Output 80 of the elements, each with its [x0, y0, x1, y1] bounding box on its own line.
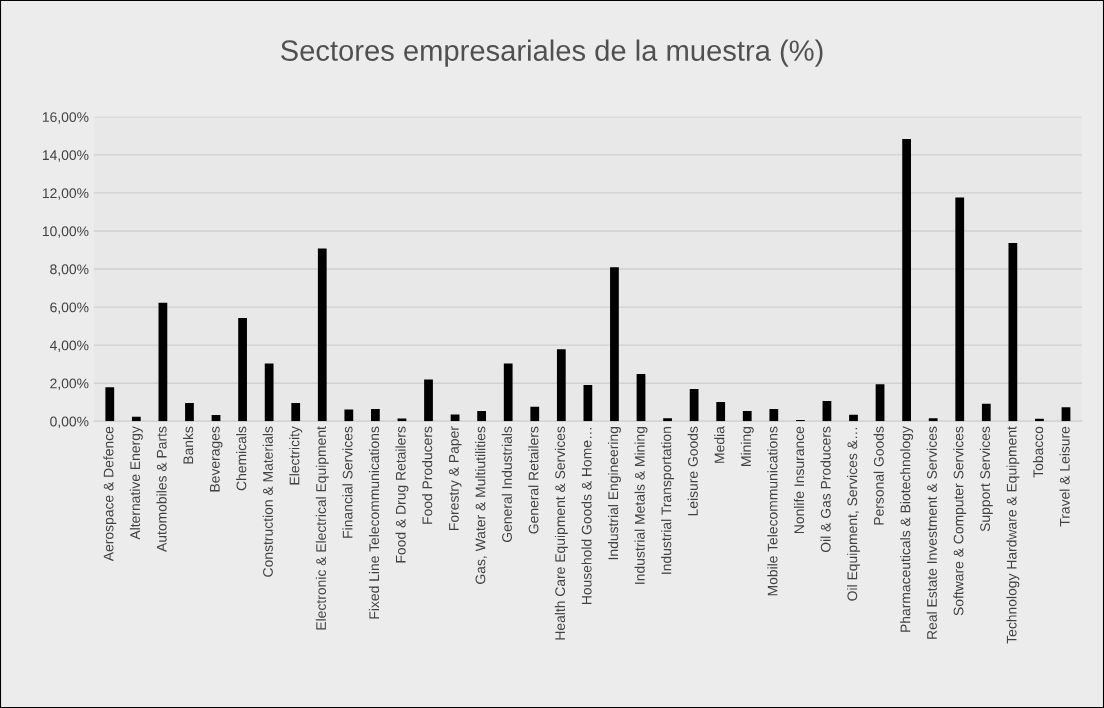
bar — [636, 374, 646, 422]
x-tick-label: Electronic & Electrical Equipment — [315, 426, 329, 630]
bar — [663, 418, 672, 422]
bar — [291, 402, 301, 422]
x-tick-label: Aerospace & Defence — [103, 426, 117, 562]
bar — [742, 410, 752, 422]
bar — [185, 402, 194, 422]
bar — [530, 406, 540, 422]
bar — [344, 409, 354, 422]
x-tick-label: Software & Computer Services — [953, 426, 967, 616]
x-tick-label: Food & Drug Retailers — [395, 426, 409, 563]
x-tick-label: Oil Equipment, Services &… — [847, 428, 860, 601]
y-tick-label: 16,00% — [42, 112, 89, 124]
x-tick-label: Personal Goods — [873, 426, 884, 525]
x-tick-label: Financial Services — [342, 426, 353, 538]
bar — [610, 267, 619, 422]
y-tick-label: 10,00% — [42, 226, 89, 238]
x-tick-label: Forestry & Paper — [449, 426, 462, 530]
x-tick-label: Nonlife Insurance — [793, 426, 805, 534]
x-tick-label: Household Goods & Home… — [581, 428, 592, 605]
x-tick-label: General Retailers — [528, 426, 539, 534]
x-tick-label: Support Services — [979, 426, 993, 532]
y-tick-label: 2,00% — [50, 378, 89, 391]
bar — [583, 385, 593, 422]
x-tick-label: Leisure Goods — [687, 426, 698, 516]
bar — [849, 414, 858, 422]
bar — [875, 384, 885, 422]
y-tick-label: 0,00% — [50, 416, 89, 429]
x-tick-label: Banks — [182, 426, 194, 464]
bar — [264, 363, 274, 422]
bar — [689, 388, 699, 422]
bar — [556, 349, 566, 422]
x-tick-label: Beverages — [210, 426, 223, 492]
x-tick-label: Fixed Line Telecommunications — [368, 426, 380, 619]
bar — [424, 379, 433, 422]
x-tick-label: Technology Hardware & Equipment — [1006, 426, 1020, 644]
y-tick-label: 14,00% — [42, 150, 89, 162]
bar — [822, 400, 832, 422]
bar — [1061, 407, 1071, 422]
x-tick-label: Industrial Engineering — [607, 427, 621, 560]
x-tick-label: Travel & Leisure — [1059, 426, 1070, 527]
x-tick-label: Mobile Telecommunications — [767, 426, 778, 596]
x-tick-label: Industrial Metals & Mining — [634, 427, 648, 584]
x-tick-label: Gas, Water & Multiutilities — [475, 426, 487, 584]
bar — [238, 317, 247, 422]
x-tick-label: Electricity — [289, 426, 303, 485]
bar — [981, 403, 991, 422]
bar — [716, 402, 726, 422]
bar — [769, 408, 779, 422]
x-tick-label: Oil & Gas Producers — [820, 426, 831, 553]
x-tick-label: Tobacco — [1032, 426, 1044, 478]
x-tick-label: Media — [714, 426, 725, 463]
bar — [503, 363, 513, 422]
bar — [1008, 242, 1018, 422]
bar — [477, 410, 487, 422]
y-tick-label: 8,00% — [50, 264, 89, 276]
bar — [158, 302, 168, 422]
bar — [105, 387, 115, 422]
x-tick-label: General Industrials — [501, 426, 512, 542]
bar — [928, 418, 938, 422]
x-tick-label: Real Estate Investment & Services — [926, 426, 937, 639]
x-tick-label: Food Producers — [422, 426, 433, 524]
x-tick-label: Alternative Energy — [129, 426, 143, 540]
bar — [902, 138, 911, 422]
chart-title: Sectores empresariales de la muestra (%) — [281, 39, 823, 67]
y-tick-label: 4,00% — [49, 340, 89, 352]
x-tick-label: Automobiles & Parts — [156, 426, 167, 552]
x-tick-label: Chemicals — [236, 426, 247, 491]
bar — [371, 408, 380, 422]
bar — [317, 248, 327, 422]
bar — [450, 414, 460, 422]
y-tick-label: 6,00% — [50, 302, 89, 314]
x-tick-label: Mining — [740, 427, 754, 466]
x-tick-label: Construction & Materials — [262, 426, 273, 577]
x-tick-label: Industrial Transportation — [661, 427, 675, 574]
x-tick-label: Pharmaceuticals & Biotechnology — [900, 426, 914, 632]
x-tick-label: Health Care Equipment & Services — [554, 426, 568, 640]
y-tick-label: 12,00% — [42, 188, 89, 200]
bar — [131, 416, 141, 422]
bar — [955, 197, 965, 422]
